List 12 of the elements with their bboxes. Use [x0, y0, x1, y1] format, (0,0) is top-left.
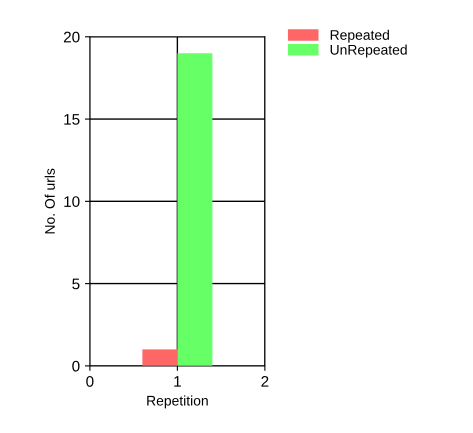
y-tick-label: 5	[72, 278, 80, 290]
y-tick-label: 10	[64, 196, 80, 208]
x-tick-label: 0	[86, 376, 94, 387]
y-tick-label: 0	[72, 360, 80, 372]
y-axis-title: No. Of urls	[44, 168, 55, 234]
y-tick-label: 20	[64, 32, 80, 42]
x-tick-label: 1	[174, 376, 181, 387]
legend-label: Repeated	[330, 30, 389, 43]
x-axis-title: Repetition	[147, 395, 208, 408]
x-tick-label: 2	[261, 376, 268, 387]
legend-label: UnRepeated	[330, 44, 407, 58]
y-tick-label: 15	[64, 114, 80, 125]
